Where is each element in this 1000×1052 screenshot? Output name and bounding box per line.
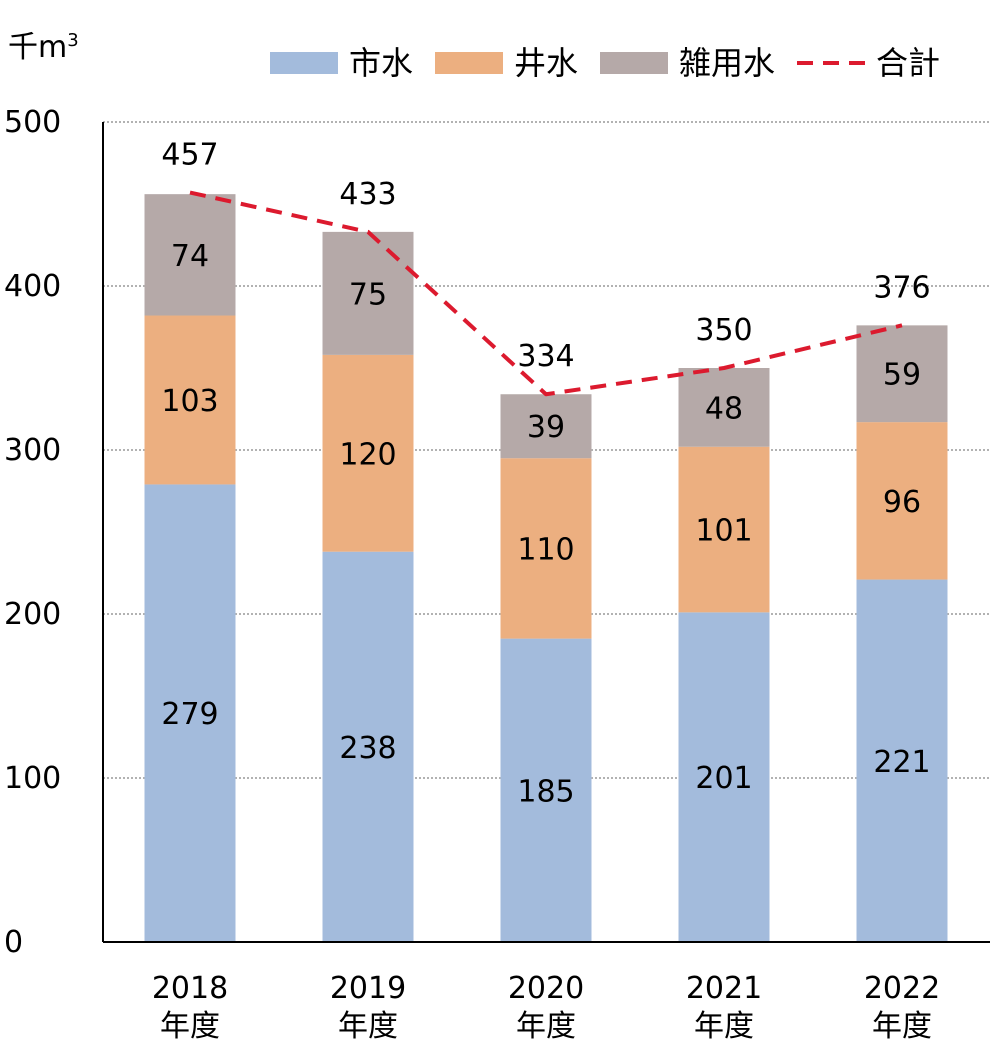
total-data-label: 433 [339,177,396,212]
data-label: 59 [883,358,921,393]
bar-segment [500,394,592,459]
bar-segment [144,484,236,942]
y-unit-label: 千m3 [8,22,79,66]
bar-segment [144,315,236,485]
bar-segment [322,354,414,552]
data-label: 74 [171,239,209,274]
bar-segment [678,368,770,447]
bar-segment [678,612,770,942]
y-tick-label: 400 [4,269,61,304]
y-tick-label: 300 [4,433,61,468]
y-tick-label: 100 [4,761,61,796]
legend-label: 合計 [876,44,940,82]
x-tick-label: 2022 年度 [864,971,940,1044]
bar-segment [856,422,948,580]
data-label: 185 [517,774,574,809]
data-label: 201 [695,761,752,796]
x-tick-label: 2018 年度 [152,971,228,1044]
data-label: 101 [695,514,752,549]
bar-segment [500,458,592,639]
x-tick-label: 2019 年度 [330,971,406,1044]
legend-swatch [435,52,503,74]
legend-swatch [600,52,668,74]
data-label: 75 [349,277,387,312]
y-unit-text: 千m [8,30,68,65]
total-data-label: 350 [695,313,752,348]
x-tick-label: 2021 年度 [686,971,762,1044]
legend-label: 井水 [514,44,578,82]
bar-segment [856,579,948,942]
y-tick-label: 200 [4,597,61,632]
total-line [189,190,903,397]
data-label: 279 [161,697,218,732]
data-label: 96 [883,485,921,520]
x-tick-label: 2020 年度 [508,971,584,1044]
data-label: 120 [339,437,396,472]
data-label: 103 [161,384,218,419]
bar-segment [500,638,592,942]
data-label: 221 [873,745,930,780]
legend-label: 雑用水 [679,44,775,82]
bar-segment [856,325,948,423]
bar-segment [322,551,414,942]
bar-segment [678,446,770,613]
y-tick-label: 500 [4,105,61,140]
y-tick-label: 0 [4,925,23,960]
bar-segment [144,194,236,316]
y-unit-superscript: 3 [67,30,79,51]
data-label: 110 [517,532,574,567]
data-label: 238 [339,731,396,766]
total-data-label: 334 [517,339,574,374]
total-data-label: 457 [161,138,218,173]
bar-segment [322,231,414,355]
data-label: 48 [705,391,743,426]
data-label: 39 [527,410,565,445]
legend-label: 市水 [349,44,413,82]
legend-swatch [270,52,338,74]
total-data-label: 376 [873,270,930,305]
